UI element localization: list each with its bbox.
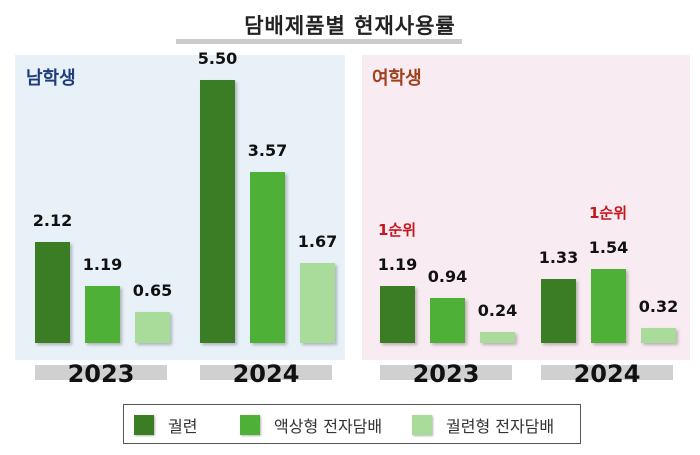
chart-title: 담배제품별 현재사용률 <box>244 14 456 38</box>
legend-swatch <box>412 415 432 435</box>
bar <box>300 263 335 343</box>
bar <box>480 331 515 343</box>
year-label: 2023 <box>67 360 135 388</box>
year-label: 2024 <box>573 360 641 388</box>
data-label: 5.50 <box>197 49 238 69</box>
legend-swatch <box>134 415 154 435</box>
legend-item-cigarette: 궐련 <box>134 413 197 437</box>
data-label: 1.54 <box>588 238 629 258</box>
panel-label-female: 여학생 <box>372 68 422 89</box>
data-label: 0.65 <box>132 280 173 300</box>
data-label: 1.19 <box>82 255 123 275</box>
bar <box>85 286 120 343</box>
data-label: 3.57 <box>247 141 288 161</box>
data-label: 0.94 <box>427 267 468 287</box>
legend: 궐련 액상형 전자담배 궐련형 전자담배 <box>123 404 581 444</box>
data-label: 1.67 <box>297 232 338 252</box>
legend-item-liquid-ecig: 액상형 전자담배 <box>240 413 382 437</box>
bar <box>591 269 626 343</box>
year-bar <box>35 365 167 380</box>
year-label: 2024 <box>232 360 300 388</box>
year-label: 2023 <box>412 360 480 388</box>
legend-label: 궐련형 전자담배 <box>446 417 555 436</box>
bar <box>250 172 285 343</box>
title-underline <box>176 39 462 44</box>
data-label: 1.19 <box>377 255 418 275</box>
legend-swatch <box>240 415 260 435</box>
bar <box>641 327 676 343</box>
panel-male <box>15 55 345 360</box>
bar <box>430 298 465 343</box>
year-bar <box>380 365 512 380</box>
rank-label: 1순위 <box>378 221 417 240</box>
data-label: 0.24 <box>477 300 518 320</box>
data-label: 0.32 <box>638 296 679 316</box>
bar <box>200 80 235 343</box>
legend-label: 궐련 <box>168 417 198 436</box>
legend-item-heated-tobacco: 궐련형 전자담배 <box>412 413 554 437</box>
year-bar <box>200 365 332 380</box>
legend-label: 액상형 전자담배 <box>274 417 383 436</box>
rank-label: 1순위 <box>589 204 628 223</box>
year-bar <box>541 365 673 380</box>
bar <box>35 241 70 343</box>
panel-label-male: 남학생 <box>26 68 76 89</box>
data-label: 1.33 <box>538 248 579 268</box>
bar <box>135 311 170 343</box>
data-label: 2.12 <box>32 210 73 230</box>
bar <box>380 286 415 343</box>
bar <box>541 279 576 343</box>
panel-female <box>362 55 690 360</box>
